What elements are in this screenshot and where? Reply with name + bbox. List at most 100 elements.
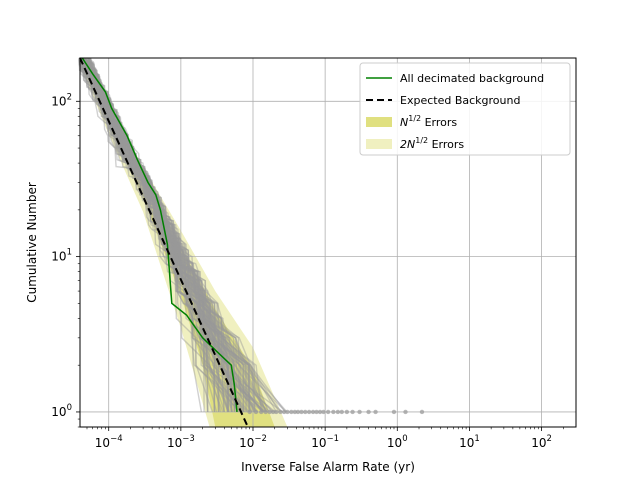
background-trial-curve (79, 57, 250, 412)
y-tick-label: 100 (51, 403, 72, 419)
background-trial-curve (83, 59, 256, 413)
background-trial-curve (89, 57, 274, 413)
tail-dot (253, 409, 259, 415)
background-trial-curve (81, 57, 240, 412)
x-tick-label: 101 (459, 434, 480, 450)
legend-label: 2N1/2 Errors (400, 136, 464, 151)
tail-dot (350, 409, 355, 415)
background-trial-curve (82, 58, 218, 413)
tail-dot (419, 409, 425, 415)
x-axis-label: Inverse False Alarm Rate (yr) (241, 460, 415, 474)
background-trial-curve (89, 57, 242, 412)
tail-dot (285, 409, 290, 415)
background-trial-curve (79, 58, 205, 412)
error-band (80, 58, 288, 427)
background-trial-curve (79, 57, 258, 413)
background-trial-curve (87, 58, 229, 412)
x-axis-ticks: 10−4 10−3 10−2 10−1 100 101 102 (86, 427, 564, 450)
background-trial-curve (83, 57, 228, 412)
background-trial-curve (79, 59, 229, 412)
tail-dot (331, 409, 336, 415)
background-trial-curve (79, 57, 266, 413)
x-tick-label: 10−4 (95, 434, 123, 450)
x-tick-label: 102 (531, 434, 552, 450)
x-tick-label: 10−3 (167, 434, 195, 450)
background-trial-curve (78, 57, 226, 413)
background-trial-curve (81, 57, 250, 413)
legend-label: N1/2 Errors (400, 114, 457, 129)
background-trial-curve (88, 58, 266, 413)
background-trial-curve (80, 58, 209, 412)
legend-swatch (366, 139, 392, 149)
tail-dot (391, 409, 397, 415)
error-bands (80, 58, 288, 427)
legend-label: Expected Background (400, 94, 520, 107)
tail-dots (247, 409, 425, 415)
background-trial-curve (79, 59, 229, 412)
tail-dot (295, 409, 301, 415)
background-trial-curve (79, 59, 203, 413)
y-tick-label: 102 (51, 92, 72, 108)
background-trial-curve (79, 57, 274, 413)
tail-dot (325, 409, 331, 415)
tail-dot (270, 409, 276, 415)
tail-dot (344, 409, 350, 415)
background-trial-curve (79, 59, 247, 412)
background-trial-curve (87, 59, 234, 413)
tail-dot (292, 409, 298, 415)
y-tick-label: 101 (51, 248, 72, 264)
background-trial-curve (78, 57, 244, 413)
tail-dot (281, 409, 287, 415)
series-lines (79, 57, 249, 428)
error-band (80, 58, 275, 427)
background-trial-curve (79, 57, 225, 412)
background-trial-curve (83, 58, 251, 412)
tail-dot (317, 409, 323, 415)
plot-frame (79, 57, 577, 428)
tail-dot (373, 409, 378, 415)
background-trial-curve (79, 57, 264, 413)
background-trial-curve (80, 57, 277, 413)
background-trial-curve (80, 59, 214, 413)
background-trial-curve (85, 57, 284, 413)
tail-dot (263, 409, 268, 415)
background-trial-curve (78, 59, 229, 413)
background-trial-curve (84, 57, 232, 412)
background-trial-curve (81, 58, 220, 412)
background-trial-curve (80, 59, 240, 413)
background-trial-curve (80, 58, 215, 412)
background-trial-curve (80, 58, 253, 413)
background-trial-curve (80, 57, 209, 412)
background-trial-curve (81, 58, 288, 413)
background-trial-curve (81, 57, 253, 413)
background-trial-curve (79, 57, 229, 413)
tail-dot (299, 409, 304, 415)
tail-dot (303, 409, 308, 415)
background-trial-curve (79, 57, 230, 412)
tail-dot (335, 409, 341, 415)
background-trial-curve (88, 57, 230, 413)
legend-swatch (366, 117, 392, 127)
background-trial-curve (78, 59, 220, 412)
expected-background-line (79, 57, 249, 428)
background-trial-curve (81, 57, 233, 412)
tail-dot (403, 409, 408, 415)
tail-dot (267, 409, 272, 415)
background-trial-curve (86, 57, 268, 413)
background-trial-curve (78, 59, 263, 412)
tail-dot (259, 409, 264, 415)
background-trial-curve (80, 57, 235, 412)
tail-dot (310, 409, 316, 415)
tail-dot (289, 409, 294, 415)
tail-dot (321, 409, 326, 415)
background-trial-curve (80, 59, 224, 413)
legend-label: All decimated background (400, 72, 544, 85)
tail-dot (306, 409, 312, 415)
background-trial-curve (82, 59, 245, 413)
background-trial-curve (80, 57, 238, 413)
y-axis-label: Cumulative Number (25, 182, 39, 303)
tail-dot (278, 409, 283, 415)
background-trial-curve (80, 57, 256, 412)
background-trial-curve (79, 58, 249, 413)
